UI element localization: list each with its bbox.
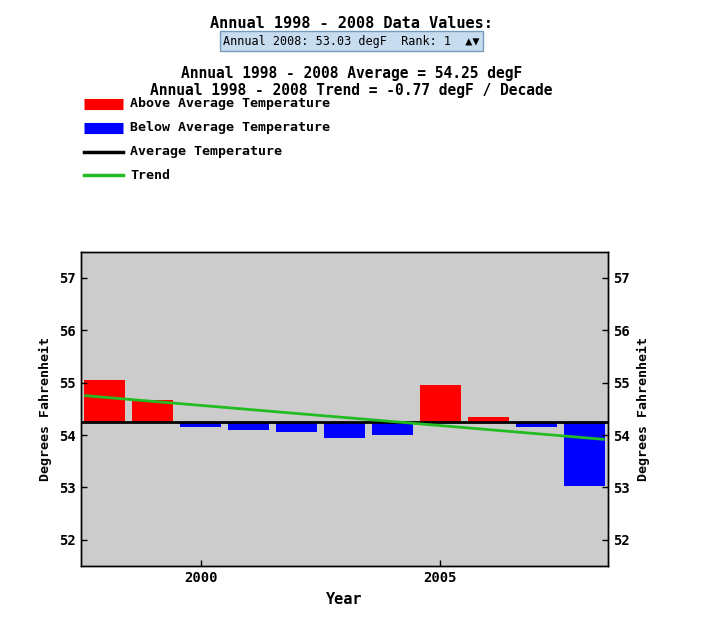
Text: Above Average Temperature: Above Average Temperature	[130, 97, 330, 110]
Bar	[372, 422, 413, 435]
Bar	[564, 422, 605, 486]
Y-axis label: Degrees Fahrenheit: Degrees Fahrenheit	[637, 337, 650, 481]
Bar	[228, 422, 269, 430]
X-axis label: Year: Year	[326, 592, 363, 607]
Text: Below Average Temperature: Below Average Temperature	[130, 121, 330, 134]
Bar	[468, 416, 509, 422]
Y-axis label: Degrees Fahrenheit: Degrees Fahrenheit	[39, 337, 52, 481]
Bar	[324, 422, 365, 438]
Text: Annual 1998 - 2008 Trend = -0.77 degF / Decade: Annual 1998 - 2008 Trend = -0.77 degF / …	[150, 83, 553, 98]
Bar	[276, 422, 317, 433]
Text: Annual 1998 - 2008 Average = 54.25 degF: Annual 1998 - 2008 Average = 54.25 degF	[181, 66, 522, 81]
Bar	[420, 385, 460, 422]
Bar	[132, 400, 173, 422]
Text: Average Temperature: Average Temperature	[130, 145, 282, 158]
Text: Annual 2008: 53.03 degF  Rank: 1  ▲▼: Annual 2008: 53.03 degF Rank: 1 ▲▼	[224, 35, 479, 48]
Bar	[84, 380, 125, 422]
Text: Trend: Trend	[130, 169, 170, 182]
Bar	[180, 422, 221, 427]
Bar	[516, 422, 557, 427]
Text: Annual 1998 - 2008 Data Values:: Annual 1998 - 2008 Data Values:	[210, 16, 493, 31]
